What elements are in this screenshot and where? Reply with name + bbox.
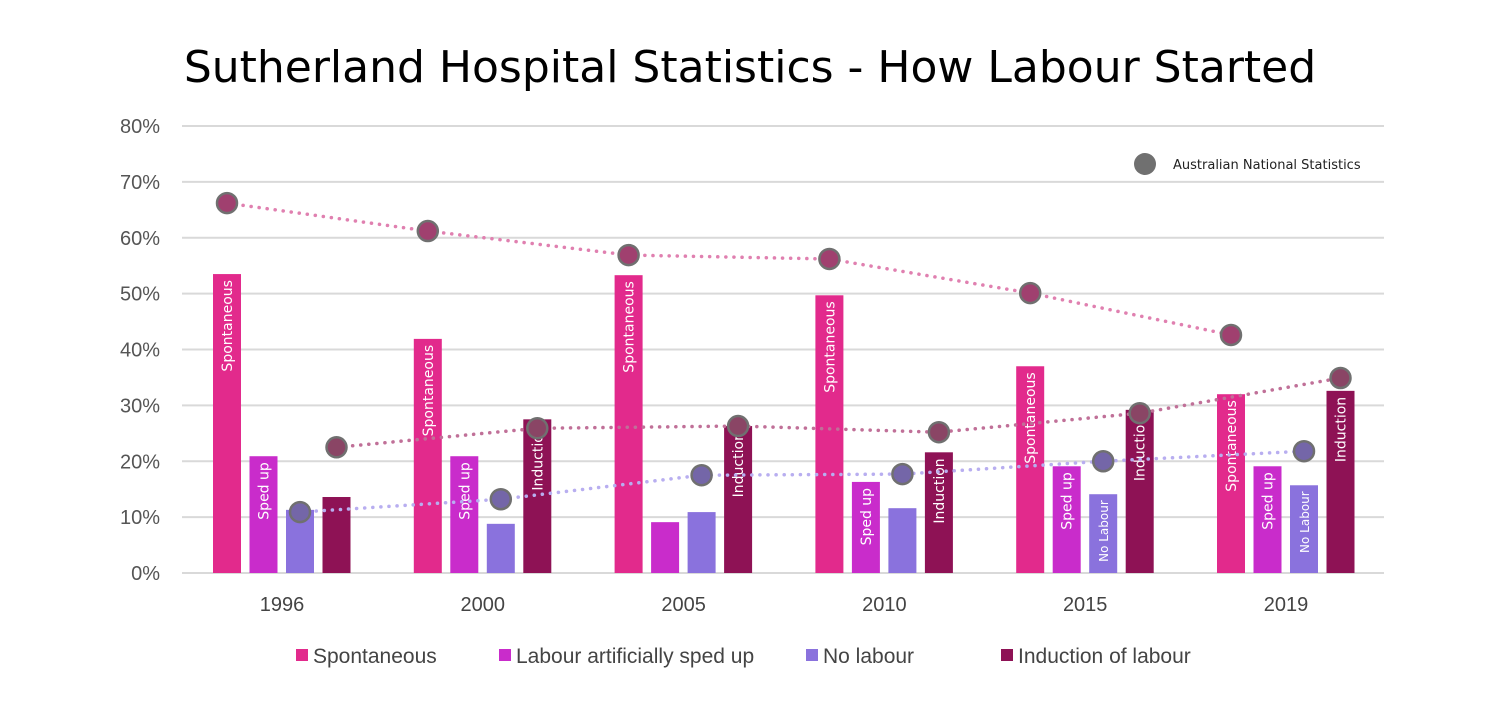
bar-labour-artificially-sped-up — [1253, 466, 1282, 573]
national-data-point — [288, 500, 312, 524]
bar-label: Spontaneous — [1224, 400, 1240, 492]
bar-label: Induction — [1334, 397, 1350, 462]
y-tick-label: 60% — [120, 228, 160, 250]
legend-marker-national — [1134, 153, 1156, 175]
bar-spontaneous — [614, 275, 643, 573]
national-data-point — [1219, 323, 1243, 347]
national-data-point — [818, 247, 841, 271]
national-trend-line — [225, 201, 1233, 337]
legend-label: Spontaneous — [313, 645, 437, 668]
bar-labour-artificially-sped-up — [450, 456, 479, 573]
legend-swatch — [806, 649, 818, 661]
bar-label: Sped up — [457, 462, 473, 520]
bar-spontaneous — [815, 295, 844, 573]
bar-label: Induction — [731, 432, 747, 497]
bar-no-labour — [1290, 485, 1318, 573]
national-data-point — [617, 243, 640, 267]
y-tick-label: 80% — [120, 116, 160, 138]
y-tick-label: 10% — [120, 507, 160, 529]
bar-label: Spontaneous — [1023, 372, 1039, 464]
x-tick-label: 2015 — [1063, 594, 1108, 616]
bar-induction-of-labour — [322, 497, 351, 573]
x-tick-label: 2005 — [661, 594, 706, 616]
bar-no-labour — [687, 512, 716, 573]
y-tick-label: 20% — [120, 451, 160, 473]
legend-swatch — [1001, 649, 1013, 661]
y-tick-label: 70% — [120, 172, 160, 194]
national-data-point — [325, 436, 348, 459]
legend-label: Induction of labour — [1018, 645, 1191, 668]
bar-label: Sped up — [859, 488, 875, 546]
legend-label-national: Australian National Statistics — [1173, 158, 1361, 173]
legend-swatch — [296, 649, 308, 661]
national-trend-line — [298, 449, 1306, 514]
bar-label: Induction — [932, 458, 948, 523]
bar-label: Sped up — [257, 462, 273, 520]
bar-label: Spontaneous — [622, 281, 638, 373]
legend-swatch — [499, 649, 511, 661]
bar-labour-artificially-sped-up — [851, 481, 880, 573]
national-data-point — [1018, 281, 1042, 305]
x-tick-label: 2010 — [862, 594, 907, 616]
bar-label: No Labour — [1097, 500, 1111, 562]
bar-label: Spontaneous — [822, 301, 838, 393]
bar-induction-of-labour — [1326, 390, 1355, 573]
national-data-point — [1128, 401, 1151, 425]
bar-no-labour — [1089, 494, 1118, 573]
y-tick-label: 0% — [131, 563, 160, 585]
national-data-point — [690, 463, 713, 487]
y-tick-label: 50% — [120, 284, 160, 306]
legend-label: Labour artificially sped up — [516, 645, 754, 668]
national-data-point — [1091, 450, 1115, 473]
bar-spontaneous — [1217, 394, 1245, 573]
bar-no-labour — [888, 508, 917, 573]
bar-label: Sped up — [1261, 472, 1277, 530]
bar-label: Spontaneous — [421, 345, 437, 437]
y-tick-label: 40% — [120, 340, 160, 362]
bar-spontaneous — [213, 274, 241, 573]
bar-labour-artificially-sped-up — [651, 522, 680, 573]
x-tick-label: 2019 — [1264, 594, 1309, 616]
bar-label: Spontaneous — [220, 280, 236, 372]
bar-label: Induction — [1133, 416, 1149, 481]
national-data-point — [927, 420, 951, 444]
bar-label: Induction — [530, 425, 546, 490]
bar-no-labour — [486, 523, 515, 573]
bar-induction-of-labour — [724, 426, 753, 573]
bar-induction-of-labour — [1125, 409, 1154, 573]
bar-spontaneous — [413, 338, 442, 573]
national-data-point — [526, 417, 549, 440]
bar-spontaneous — [1016, 366, 1045, 573]
national-data-point — [416, 219, 440, 243]
national-data-point — [891, 462, 914, 486]
national-trend-line — [334, 376, 1343, 450]
national-data-point — [1292, 439, 1316, 463]
y-tick-label: 30% — [120, 395, 160, 417]
national-data-point — [1329, 366, 1352, 390]
bar-labour-artificially-sped-up — [249, 456, 278, 573]
national-data-point — [489, 487, 513, 511]
x-tick-label: 1996 — [260, 594, 305, 616]
legend-label: No labour — [823, 645, 914, 668]
x-tick-label: 2000 — [461, 594, 506, 616]
bar-label: No Labour — [1298, 491, 1312, 553]
national-data-point — [215, 191, 239, 215]
national-data-point — [726, 414, 750, 438]
bar-label: Sped up — [1060, 472, 1076, 530]
bar-labour-artificially-sped-up — [1052, 466, 1081, 573]
chart-title: Sutherland Hospital Statistics - How Lab… — [183, 42, 1317, 93]
